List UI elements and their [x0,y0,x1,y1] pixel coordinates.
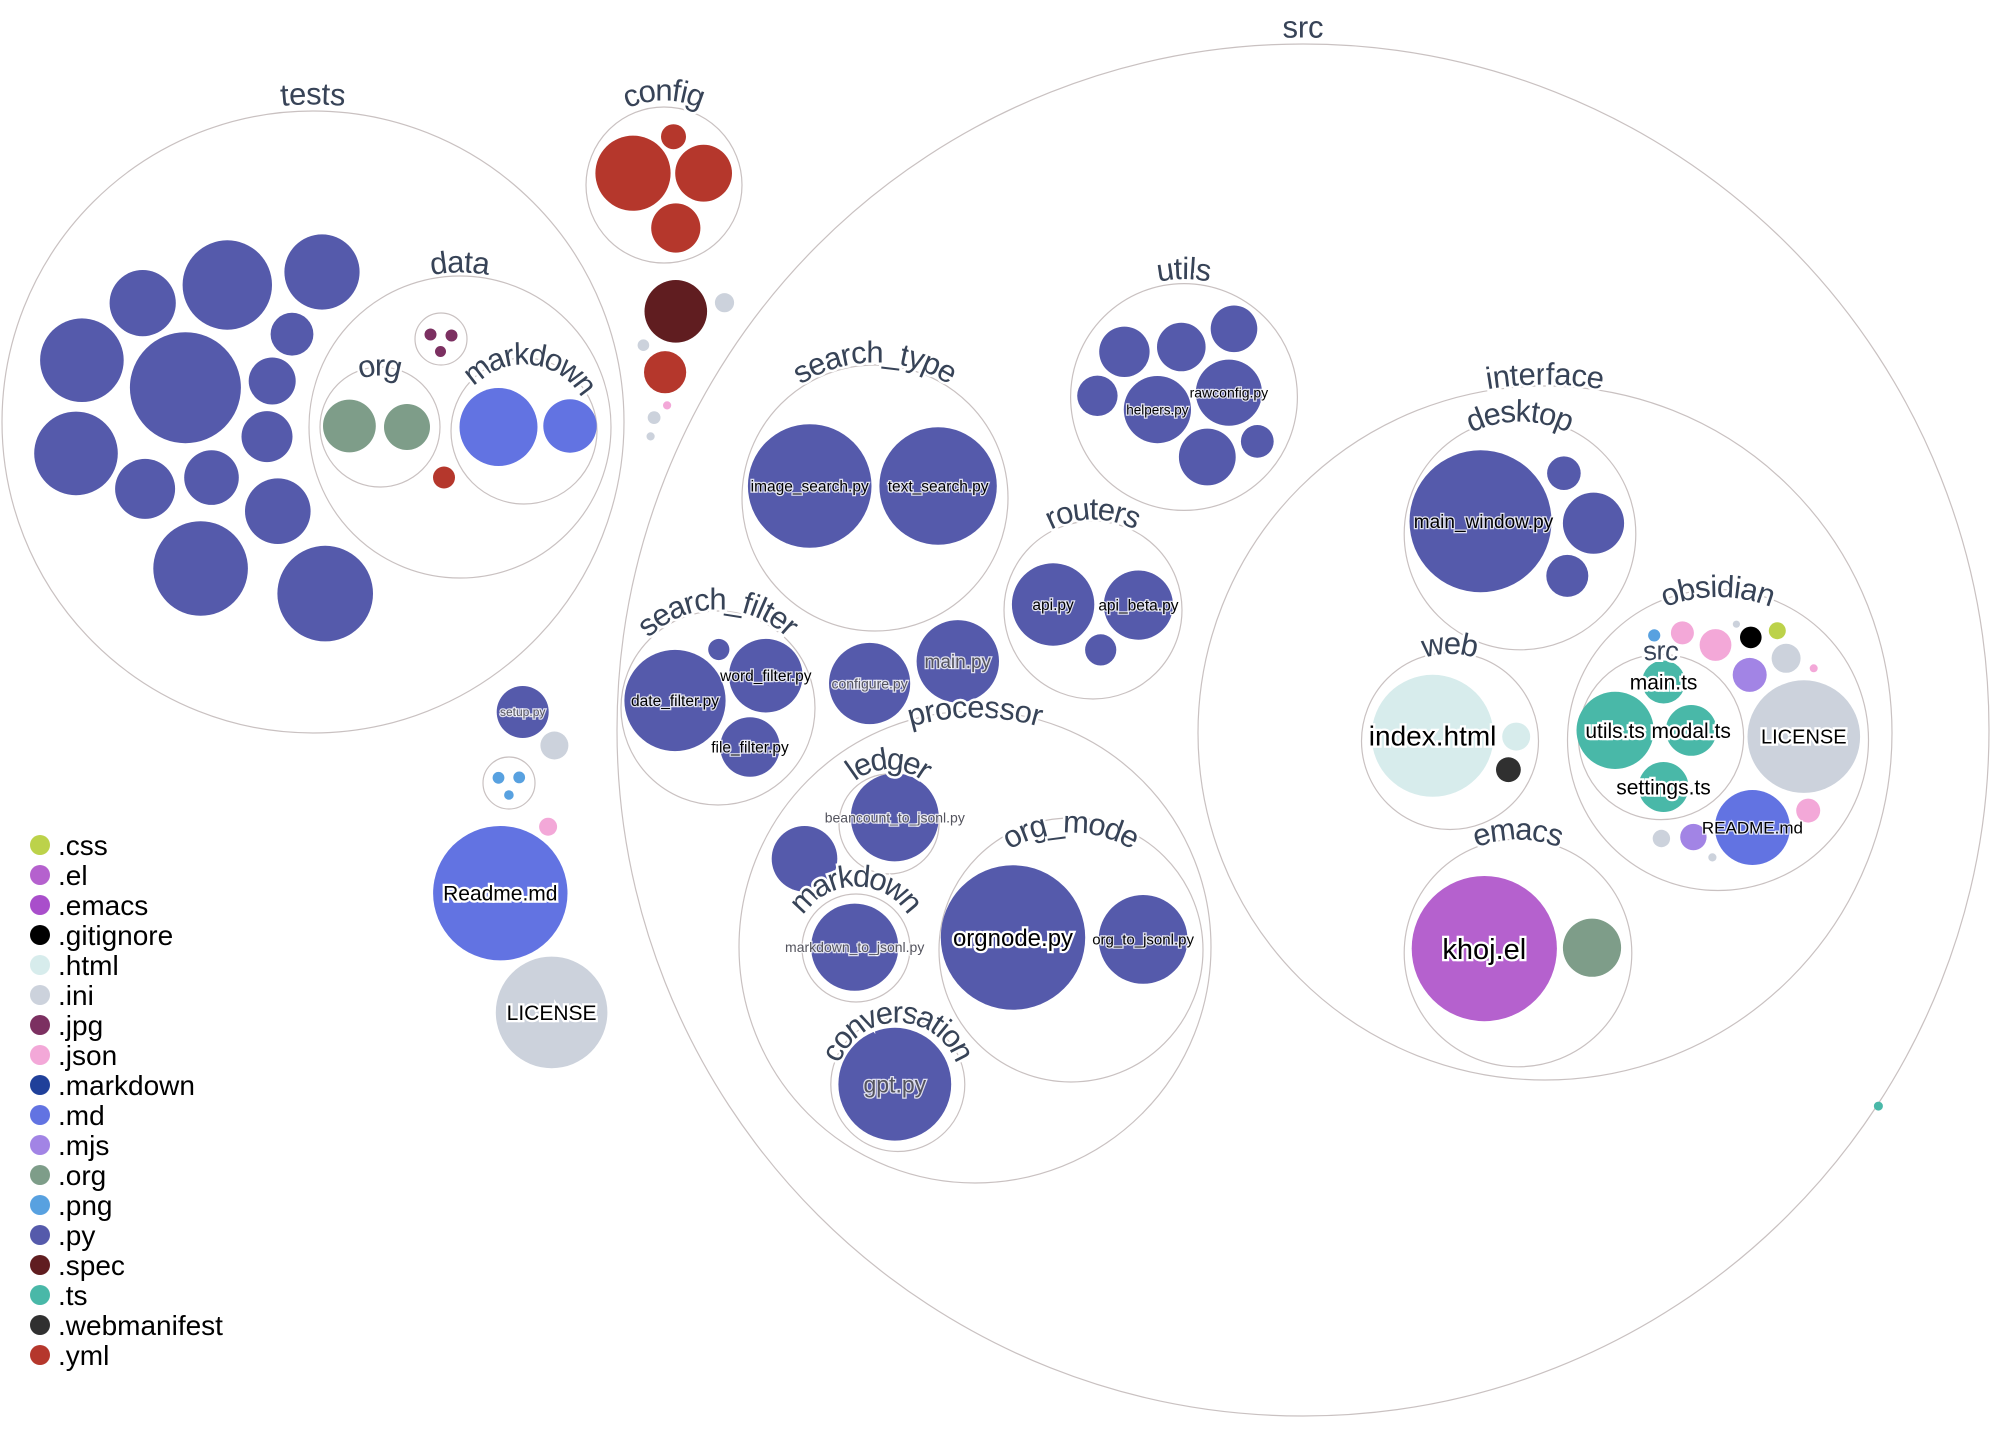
svg-text:LICENSE: LICENSE [507,1002,597,1025]
svg-text:gpt.py: gpt.py [863,1071,926,1097]
svg-text:.json: .json [58,1040,117,1071]
svg-text:rawconfig.py: rawconfig.py [1190,385,1269,401]
svg-text:main.ts: main.ts [1630,671,1698,694]
svg-text:.py: .py [58,1220,95,1251]
svg-text:file_filter.py: file_filter.py [711,739,789,756]
svg-text:text_search.py: text_search.py [888,478,989,495]
svg-text:config: config [618,72,710,114]
svg-text:interface: interface [1483,356,1606,396]
svg-text:modal.ts: modal.ts [1652,720,1731,743]
svg-text:.webmanifest: .webmanifest [58,1310,223,1341]
svg-text:README.md: README.md [1702,818,1803,837]
svg-text:Readme.md: Readme.md [443,883,557,906]
svg-text:utils: utils [1154,251,1214,289]
svg-text:main.py: main.py [925,652,992,673]
svg-text:api_beta.py: api_beta.py [1098,598,1178,615]
svg-text:index.html: index.html [1369,721,1497,752]
svg-text:org_to_jsonl.py: org_to_jsonl.py [1092,932,1194,949]
svg-text:src: src [1641,635,1680,666]
svg-text:api.py: api.py [1032,597,1074,614]
svg-text:.ini: .ini [58,980,94,1011]
svg-text:markdown_to_jsonl.py: markdown_to_jsonl.py [785,939,924,955]
svg-text:word_filter.py: word_filter.py [719,668,812,685]
svg-text:.mjs: .mjs [58,1130,109,1161]
svg-text:setup.py: setup.py [500,705,545,719]
svg-text:.gitignore: .gitignore [58,920,173,951]
svg-text:.markdown: .markdown [58,1070,195,1101]
svg-text:settings.ts: settings.ts [1616,776,1711,799]
svg-text:main_window.py: main_window.py [1414,512,1554,533]
svg-text:configure.py: configure.py [831,675,907,691]
svg-text:helpers.py: helpers.py [1126,402,1189,417]
svg-text:.org: .org [58,1160,106,1191]
svg-text:.png: .png [58,1190,113,1221]
svg-text:src: src [1282,9,1324,44]
svg-text:.yml: .yml [58,1340,109,1371]
svg-text:LICENSE: LICENSE [1761,727,1847,749]
svg-text:.jpg: .jpg [58,1010,103,1041]
svg-text:.emacs: .emacs [58,890,148,921]
svg-text:date_filter.py: date_filter.py [631,693,719,710]
svg-text:tests: tests [279,76,347,113]
svg-text:.el: .el [58,860,88,891]
svg-text:.ts: .ts [58,1280,88,1311]
svg-text:.md: .md [58,1100,105,1131]
svg-text:khoj.el: khoj.el [1442,934,1526,966]
svg-text:orgnode.py: orgnode.py [953,925,1073,952]
svg-text:org: org [354,348,406,386]
svg-text:.css: .css [58,830,108,861]
svg-text:utils.ts: utils.ts [1585,720,1645,743]
svg-text:data: data [428,244,493,282]
svg-text:web: web [1418,626,1482,665]
svg-text:beancount_to_jsonl.py: beancount_to_jsonl.py [825,809,965,825]
svg-text:.html: .html [58,950,119,981]
svg-text:image_search.py: image_search.py [751,478,869,495]
svg-text:.spec: .spec [58,1250,125,1281]
